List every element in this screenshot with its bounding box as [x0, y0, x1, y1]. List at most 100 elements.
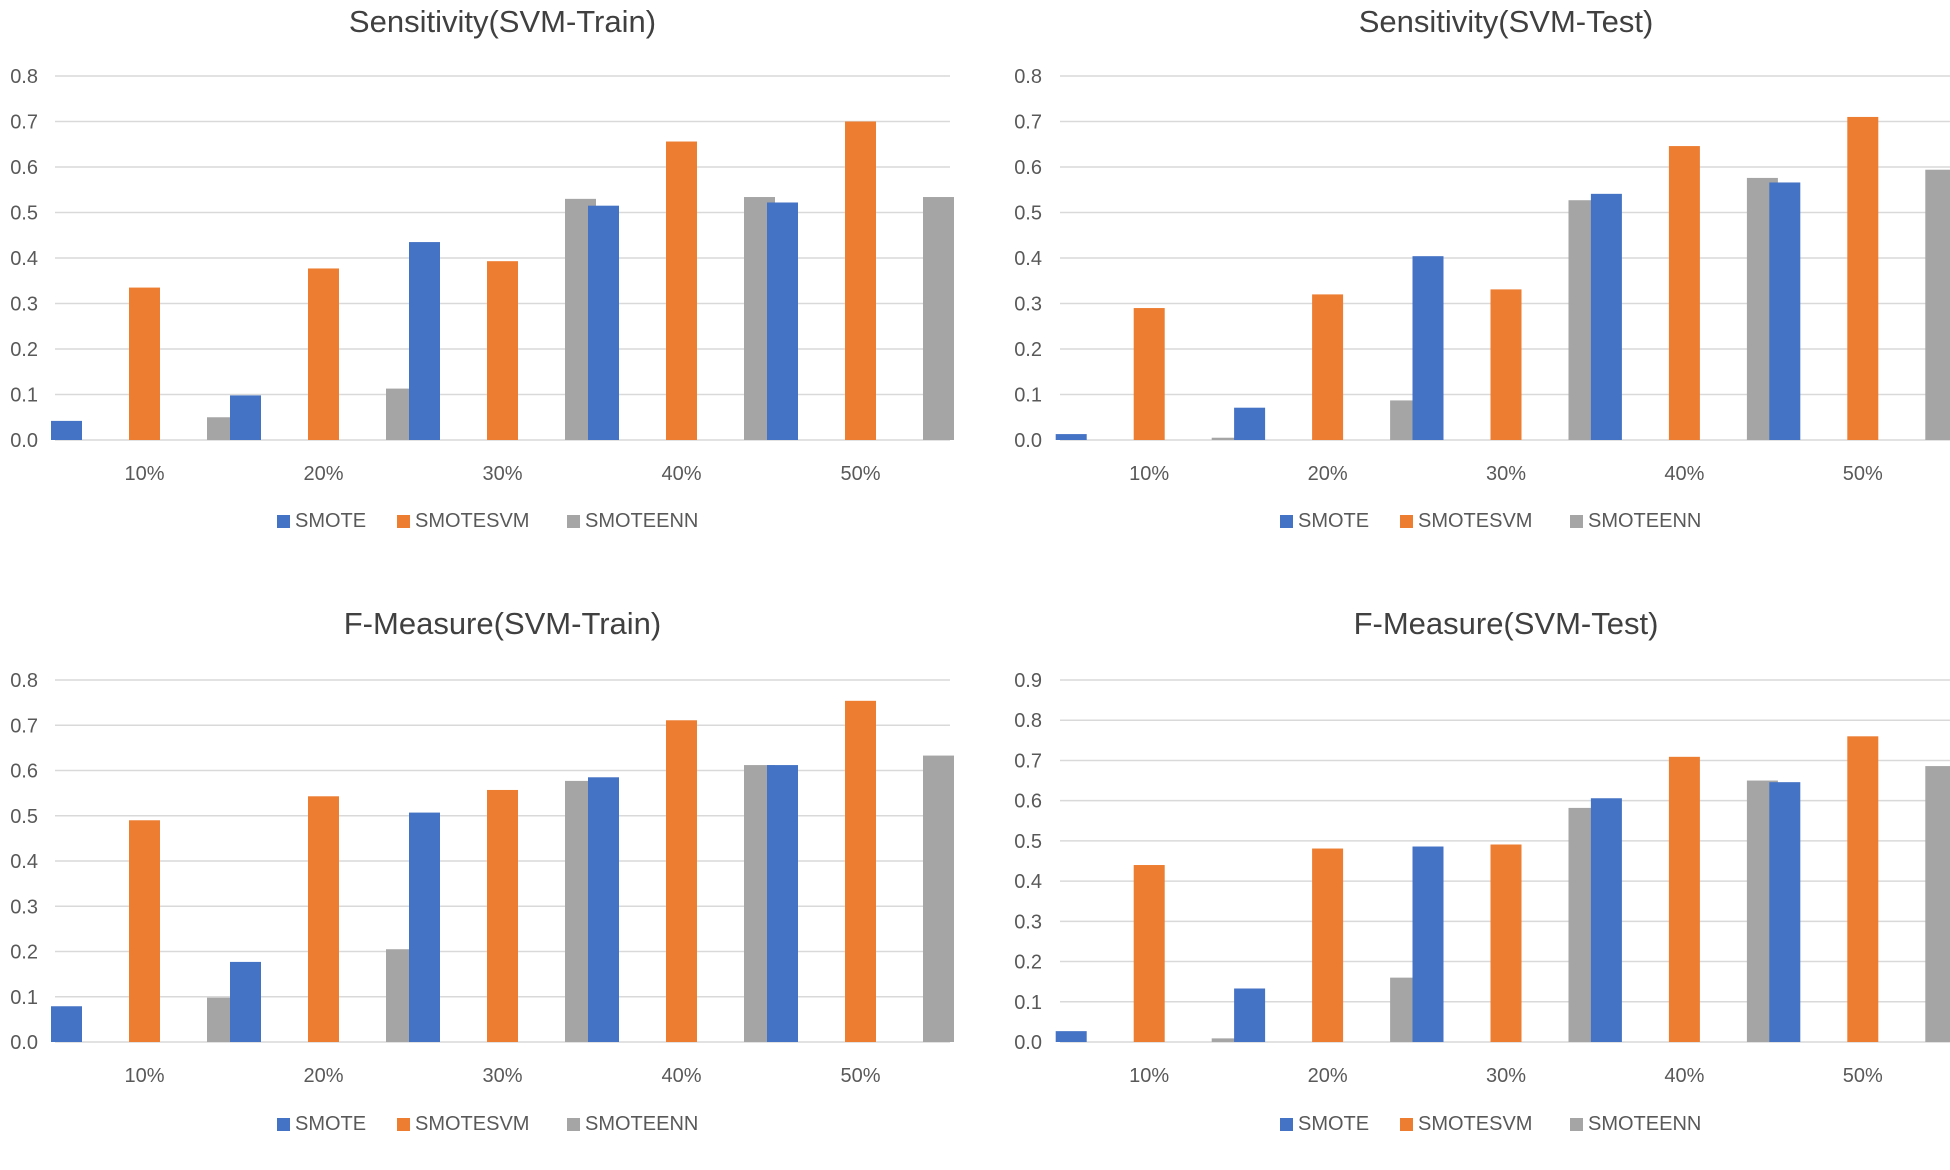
legend-label-smoteenn: SMOTEENN	[585, 1113, 698, 1135]
y-tick-label: 0.5	[1014, 203, 1042, 225]
y-tick-label: 0.5	[1014, 831, 1042, 853]
bar-smote-20pct	[230, 395, 261, 440]
legend-swatch-smote	[277, 515, 290, 528]
legend-swatch-smoteenn	[567, 1118, 580, 1131]
y-tick-label: 0.3	[10, 896, 38, 918]
bar-smote-30pct	[1413, 847, 1444, 1042]
chart-title: F-Measure(SVM-Train)	[344, 606, 662, 641]
legend-label-smote: SMOTE	[295, 1113, 366, 1135]
x-tick-label: 50%	[840, 463, 880, 485]
x-tick-label: 30%	[1486, 463, 1526, 485]
x-tick-label: 40%	[1664, 463, 1704, 485]
bar-smotesvm-10pct	[1134, 865, 1165, 1042]
bar-smoteenn-50pct	[1925, 170, 1950, 440]
legend-label-smotesvm: SMOTESVM	[415, 510, 529, 532]
bar-smote-10pct	[1056, 434, 1087, 440]
bar-smote-30pct	[1413, 256, 1444, 440]
bar-smote-20pct	[1234, 408, 1265, 440]
legend-label-smotesvm: SMOTESVM	[415, 1113, 529, 1135]
chart-svg: F-Measure(SVM-Train) 0.0 0.1 0.2 0.3 0.4 0.5 0.…	[0, 600, 975, 1141]
bar-smotesvm-50pct	[1847, 736, 1878, 1042]
legend-swatch-smotesvm	[1400, 515, 1413, 528]
x-tick-label: 10%	[124, 1065, 164, 1087]
y-tick-label: 0.0	[10, 430, 38, 452]
bar-smoteenn-50pct	[923, 197, 954, 440]
bar-smotesvm-30pct	[487, 261, 518, 440]
y-tick-label: 0.7	[10, 112, 38, 134]
bar-smote-50pct	[1769, 782, 1800, 1042]
legend-label-smoteenn: SMOTEENN	[1588, 1113, 1701, 1135]
y-tick-label: 0.8	[10, 66, 38, 88]
y-tick-label: 0.7	[10, 715, 38, 737]
bar-smote-20pct	[230, 962, 261, 1042]
y-tick-label: 0.3	[1014, 911, 1042, 933]
y-tick-label: 0.1	[10, 987, 38, 1009]
x-tick-label: 50%	[840, 1065, 880, 1087]
chart-title: Sensitivity(SVM-Train)	[349, 4, 656, 39]
y-tick-label: 0.6	[10, 157, 38, 179]
bar-smote-10pct	[51, 421, 82, 440]
bar-smotesvm-20pct	[308, 268, 339, 440]
bar-smoteenn-50pct	[923, 756, 954, 1042]
y-tick-label: 0.6	[1014, 157, 1042, 179]
bar-smotesvm-40pct	[666, 720, 697, 1042]
legend-swatch-smotesvm	[397, 1118, 410, 1131]
bar-smotesvm-10pct	[1134, 308, 1165, 440]
bar-smotesvm-10pct	[129, 820, 160, 1042]
bar-smotesvm-30pct	[1491, 845, 1522, 1042]
bar-smote-50pct	[767, 202, 798, 440]
x-tick-label: 20%	[303, 463, 343, 485]
chart-panel-sensitivity-train: Sensitivity(SVM-Train) 0.0 0.1 0.2 0.3 0.4 0.5…	[0, 0, 975, 570]
bar-smote-50pct	[767, 765, 798, 1042]
chart-title: Sensitivity(SVM-Test)	[1359, 4, 1654, 39]
y-tick-label: 0.0	[1014, 1032, 1042, 1054]
bar-smotesvm-40pct	[1669, 146, 1700, 440]
x-tick-label: 50%	[1843, 1065, 1883, 1087]
y-tick-label: 0.6	[1014, 791, 1042, 813]
x-tick-label: 40%	[661, 463, 701, 485]
y-tick-label: 0.2	[10, 339, 38, 361]
bar-smotesvm-50pct	[845, 701, 876, 1042]
bar-smote-40pct	[588, 777, 619, 1042]
x-tick-label: 10%	[1129, 463, 1169, 485]
x-tick-label: 20%	[1308, 463, 1348, 485]
y-tick-label: 0.4	[1014, 871, 1042, 893]
bar-smoteenn-50pct	[1925, 766, 1950, 1042]
legend-label-smotesvm: SMOTESVM	[1418, 1113, 1532, 1135]
y-tick-label: 0.2	[10, 942, 38, 964]
legend-swatch-smote	[1280, 515, 1293, 528]
x-tick-label: 30%	[482, 463, 522, 485]
y-tick-label: 0.9	[1014, 670, 1042, 692]
legend-swatch-smote	[1280, 1118, 1293, 1131]
y-tick-label: 0.8	[1014, 66, 1042, 88]
y-tick-label: 0.2	[1014, 339, 1042, 361]
bar-smote-20pct	[1234, 989, 1265, 1042]
y-tick-label: 0.8	[1014, 710, 1042, 732]
y-tick-label: 0.4	[10, 851, 38, 873]
y-tick-label: 0.1	[10, 385, 38, 407]
y-tick-label: 0.3	[10, 294, 38, 316]
x-tick-label: 10%	[1129, 1065, 1169, 1087]
bar-smotesvm-20pct	[308, 796, 339, 1042]
y-tick-label: 0.4	[1014, 248, 1042, 270]
bar-smotesvm-50pct	[1847, 117, 1878, 440]
chart-panel-fmeasure-test: F-Measure(SVM-Test) 0.0 0.1 0.2 0.3 0.4 0.5 0.6…	[1000, 600, 1950, 1170]
legend-swatch-smoteenn	[1570, 515, 1583, 528]
y-tick-label: 0.8	[10, 670, 38, 692]
x-tick-label: 10%	[124, 463, 164, 485]
y-tick-label: 0.1	[1014, 992, 1042, 1014]
bar-smotesvm-50pct	[845, 122, 876, 441]
x-tick-label: 40%	[1664, 1065, 1704, 1087]
y-tick-label: 0.3	[1014, 294, 1042, 316]
bar-smote-50pct	[1769, 182, 1800, 440]
legend-swatch-smoteenn	[1570, 1118, 1583, 1131]
bar-smote-40pct	[588, 206, 619, 440]
bar-smotesvm-10pct	[129, 288, 160, 440]
legend-label-smoteenn: SMOTEENN	[1588, 510, 1701, 532]
legend-label-smote: SMOTE	[1298, 510, 1369, 532]
bar-smotesvm-40pct	[666, 142, 697, 440]
y-tick-label: 0.0	[10, 1032, 38, 1054]
y-tick-label: 0.6	[10, 761, 38, 783]
chart-title: F-Measure(SVM-Test)	[1354, 606, 1659, 641]
x-tick-label: 20%	[303, 1065, 343, 1087]
